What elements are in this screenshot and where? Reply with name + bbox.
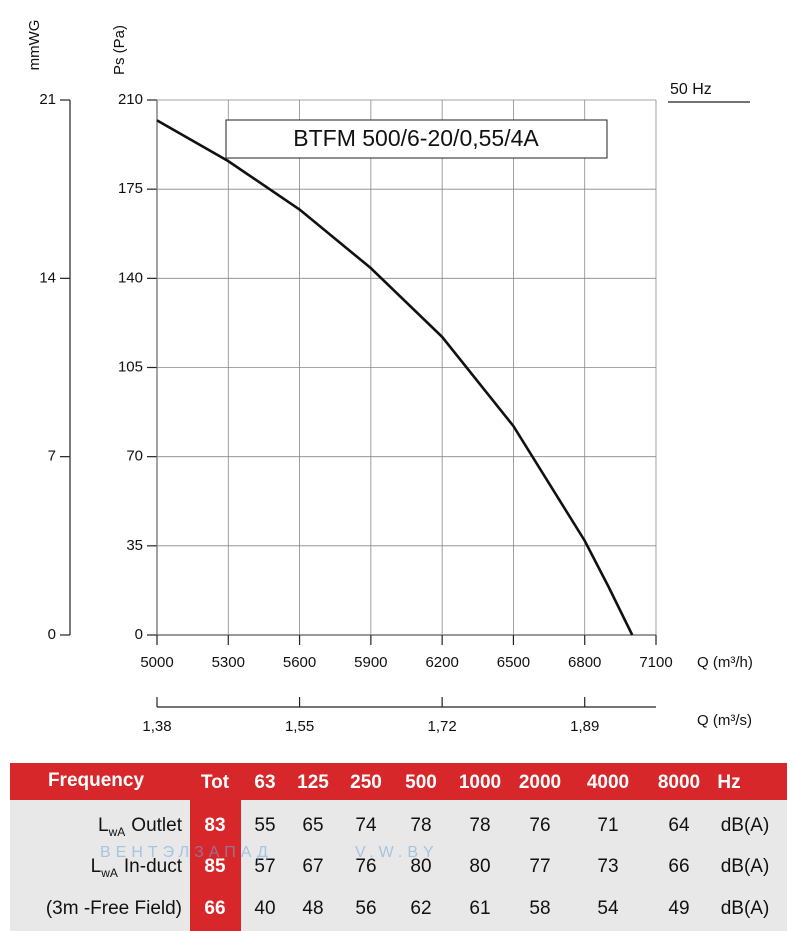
row-value: 56: [355, 898, 376, 919]
row-value: 78: [410, 815, 431, 836]
row-value: 40: [254, 898, 275, 919]
header-total: Tot: [201, 772, 230, 793]
row-value: 57: [254, 856, 275, 877]
row-value: 58: [529, 898, 550, 919]
row-value: 66: [668, 856, 689, 877]
y2-tick-label: 14: [39, 269, 56, 286]
header-label: Frequency: [48, 770, 145, 791]
watermark: ВЕНТЭЛЗАПАД: [100, 844, 273, 861]
x2-tick-label: 1,38: [142, 718, 171, 735]
row-label: (3m -Free Field): [46, 898, 182, 919]
row-value: 64: [668, 815, 690, 836]
row-value: 74: [355, 815, 377, 836]
x2-tick-label: 1,72: [428, 718, 457, 735]
x-tick-label: 5000: [140, 654, 173, 671]
grid: [60, 99, 657, 708]
y-tick-label: 105: [118, 358, 143, 375]
header-unit: Hz: [717, 772, 740, 793]
y-tick-label: 70: [126, 448, 143, 465]
header-band: 250: [350, 772, 382, 793]
plot: [156, 119, 634, 636]
row-name: In-duct: [124, 856, 183, 877]
y-tick-label: 140: [118, 269, 143, 286]
row-label: LwA In-duct: [91, 856, 183, 880]
row-value: 67: [302, 856, 323, 877]
row-value: 76: [529, 815, 550, 836]
table-header-bg: [10, 763, 787, 800]
row-value: 65: [302, 815, 323, 836]
row-value: 73: [597, 856, 618, 877]
y2-axis-label: mmWG: [26, 20, 43, 71]
curve: [156, 119, 634, 636]
y-tick-label: 210: [118, 91, 143, 108]
chart-title: BTFM 500/6-20/0,55/4A: [293, 125, 539, 151]
x-tick-label: 6500: [497, 654, 530, 671]
row-value: 77: [529, 856, 550, 877]
x-tick-label: 6200: [425, 654, 458, 671]
row-value: 80: [469, 856, 490, 877]
row-value: 54: [597, 898, 619, 919]
x-tick-label: 6800: [568, 654, 601, 671]
row-value: 62: [410, 898, 431, 919]
row-value: 48: [302, 898, 323, 919]
row-total: 66: [204, 898, 225, 919]
row-value: 80: [410, 856, 431, 877]
row-name: (3m -Free Field): [46, 898, 182, 919]
header-band: 2000: [519, 772, 561, 793]
header-band: 8000: [658, 772, 700, 793]
x2-tick-label: 1,89: [570, 718, 599, 735]
title-box: [225, 119, 608, 159]
row-subscript: wA: [100, 866, 118, 880]
x-tick-label: 5300: [212, 654, 245, 671]
table-body-bg: [10, 800, 787, 931]
row-total: 83: [204, 815, 225, 836]
x-tick-label: 5600: [283, 654, 316, 671]
x2-tick-label: 1,55: [285, 718, 314, 735]
header-band: 125: [297, 772, 329, 793]
row-value: 71: [597, 815, 618, 836]
x-tick-label: 7100: [639, 654, 672, 671]
watermark: V.W.BY: [355, 844, 439, 861]
header-band: 63: [254, 772, 275, 793]
row-value: 55: [254, 815, 275, 836]
x-axis-label: Q (m³/h): [697, 654, 753, 671]
y-tick-label: 175: [118, 180, 143, 197]
x-tick-label: 5900: [354, 654, 387, 671]
row-value: 78: [469, 815, 490, 836]
row-unit: dB(A): [721, 898, 770, 919]
header-band: 1000: [459, 772, 501, 793]
y-tick-label: 35: [126, 537, 143, 554]
y2-tick-label: 21: [39, 91, 56, 108]
row-value: 76: [355, 856, 376, 877]
table: 63 125 250 500 1000 2000 4000 8000 Hz LwA Outlet 83…: [46, 772, 769, 919]
y-axis-label: Ps (Pa): [111, 25, 128, 75]
row-total: 85: [204, 856, 226, 877]
row-symbol: L: [98, 815, 109, 836]
row-value: 49: [668, 898, 689, 919]
y2-tick-label: 0: [48, 626, 56, 643]
y-tick-label: 0: [135, 626, 143, 643]
frequency-label: 50 Hz: [670, 81, 712, 98]
row-label: LwA Outlet: [98, 815, 183, 839]
total-column-bg: [190, 800, 241, 931]
row-value: 61: [469, 898, 490, 919]
row-symbol: L: [91, 856, 102, 877]
header-band: 500: [405, 772, 437, 793]
row-subscript: wA: [108, 825, 126, 839]
row-unit: dB(A): [721, 856, 770, 877]
row-unit: dB(A): [721, 815, 770, 836]
y2-tick-label: 7: [48, 448, 56, 465]
x2-axis-label: Q (m³/s): [697, 712, 752, 729]
header-band: 4000: [587, 772, 629, 793]
row-name: Outlet: [131, 815, 182, 836]
